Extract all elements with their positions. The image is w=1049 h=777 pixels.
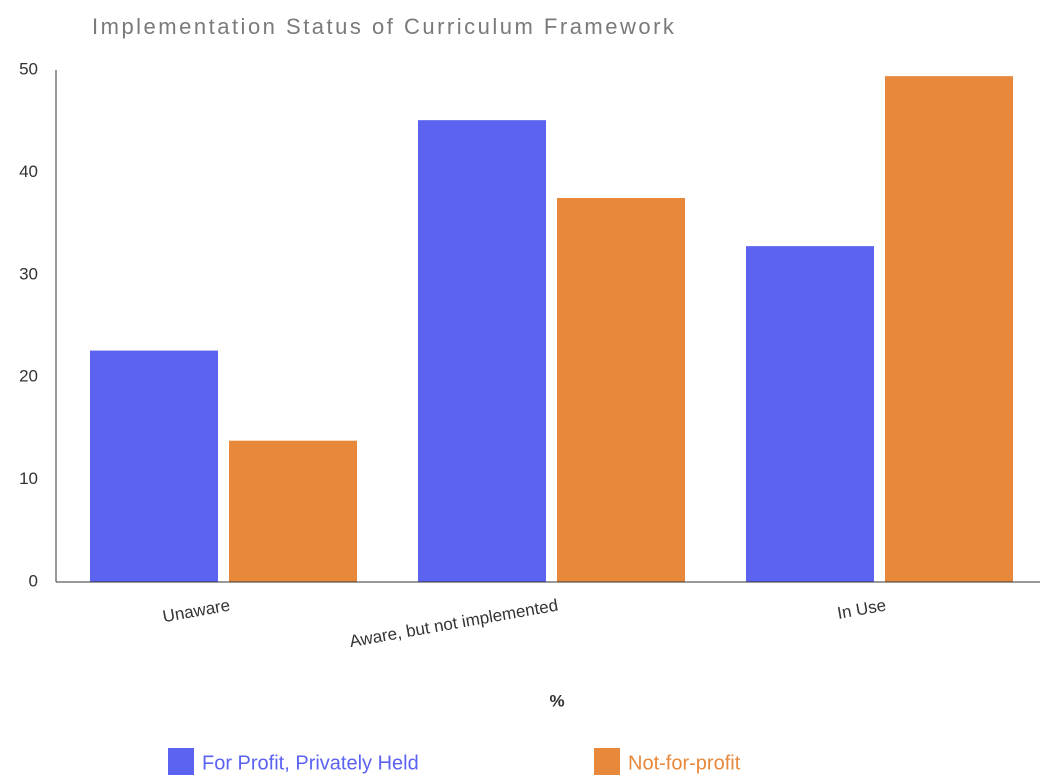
bar xyxy=(229,440,357,582)
bar xyxy=(885,76,1013,583)
y-tick-label: 10 xyxy=(19,469,38,488)
x-tick-label: In Use xyxy=(836,596,888,623)
chart-title: Implementation Status of Curriculum Fram… xyxy=(92,14,676,39)
legend-label: For Profit, Privately Held xyxy=(202,752,419,774)
bar xyxy=(746,246,874,583)
y-tick-label: 0 xyxy=(29,571,38,590)
y-tick-label: 50 xyxy=(19,59,38,78)
legend-swatch xyxy=(168,748,194,775)
x-tick-label: Unaware xyxy=(161,596,231,627)
legend-label: Not-for-profit xyxy=(628,752,741,774)
x-tick-label: Aware, but not implemented xyxy=(348,596,559,651)
y-tick-label: 20 xyxy=(19,367,38,386)
bar xyxy=(557,198,685,582)
legend-swatch xyxy=(594,748,620,775)
bar xyxy=(418,120,546,583)
x-axis-label: % xyxy=(549,691,564,710)
y-tick-label: 30 xyxy=(19,264,38,283)
y-tick-label: 40 xyxy=(19,162,38,181)
bar xyxy=(90,350,218,582)
